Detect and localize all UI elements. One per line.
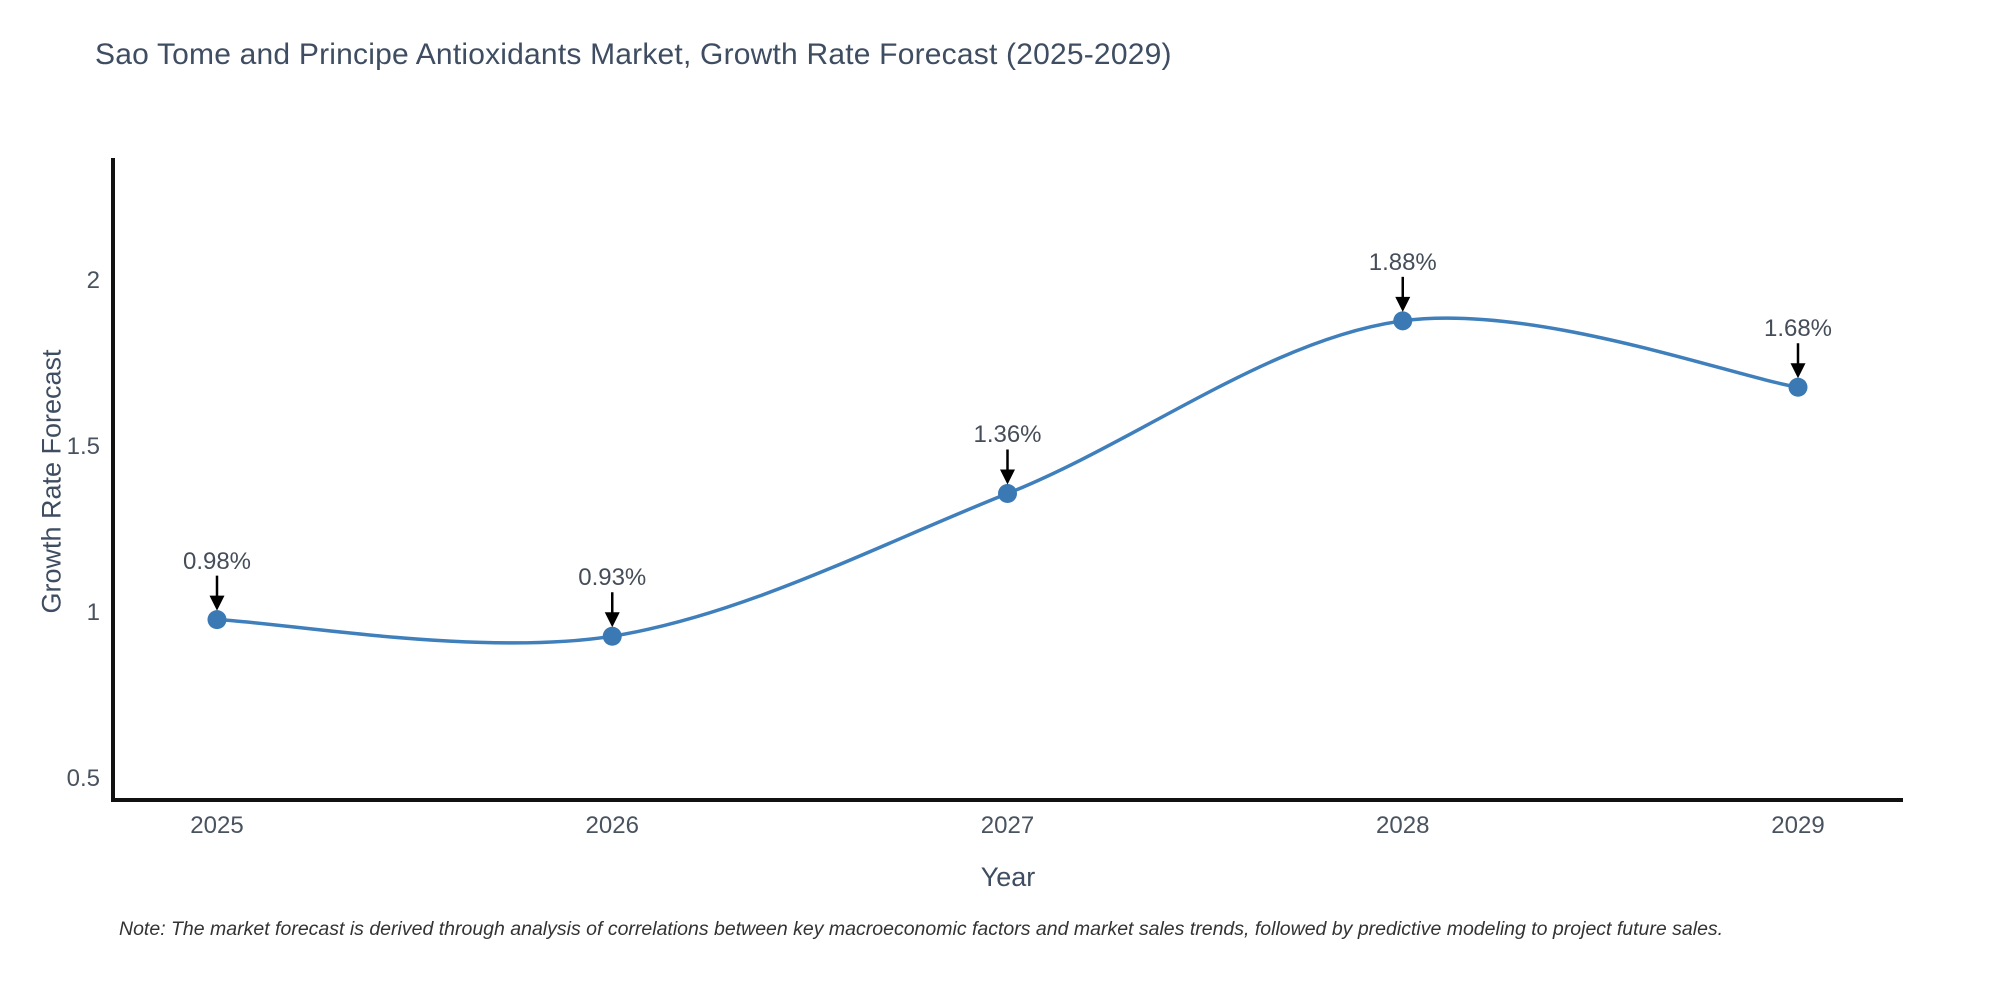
x-axis-title: Year: [980, 862, 1036, 892]
x-tick-2029: 2029: [1771, 812, 1825, 839]
point-label-2026: 0.93%: [578, 564, 647, 592]
y-tick-1: 1: [86, 599, 100, 626]
marker-layer: [207, 311, 1808, 646]
y-tick-0.5: 0.5: [66, 765, 100, 792]
point-label-2027: 1.36%: [973, 421, 1042, 449]
x-tick-2028: 2028: [1376, 812, 1430, 839]
x-tick-2025: 2025: [190, 812, 244, 839]
x-tick-2026: 2026: [585, 812, 639, 839]
x-tick-2027: 2027: [980, 812, 1035, 839]
point-label-2028: 1.88%: [1368, 248, 1437, 276]
annotation-arrowhead-icon: [1395, 296, 1411, 312]
footnote: Note: The market forecast is derived thr…: [119, 918, 1724, 940]
y-tick-2: 2: [86, 267, 100, 294]
data-point-2028: [1393, 311, 1413, 331]
data-point-2029: [1788, 377, 1808, 397]
y-tick-1.5: 1.5: [66, 433, 100, 460]
data-point-2027: [998, 483, 1017, 503]
annotation-arrowhead-icon: [1000, 469, 1015, 485]
annotation-arrowhead-icon: [209, 595, 225, 611]
chart-title: Sao Tome and Principe Antioxidants Marke…: [95, 38, 1172, 71]
annotation-arrow-layer: [209, 276, 1806, 628]
data-point-2026: [602, 626, 622, 646]
annotation-arrowhead-icon: [1790, 363, 1806, 379]
data-point-2025: [207, 610, 227, 630]
point-label-2029: 1.68%: [1763, 315, 1833, 343]
point-label-2025: 0.98%: [182, 547, 252, 575]
annotation-arrowhead-icon: [604, 612, 620, 628]
